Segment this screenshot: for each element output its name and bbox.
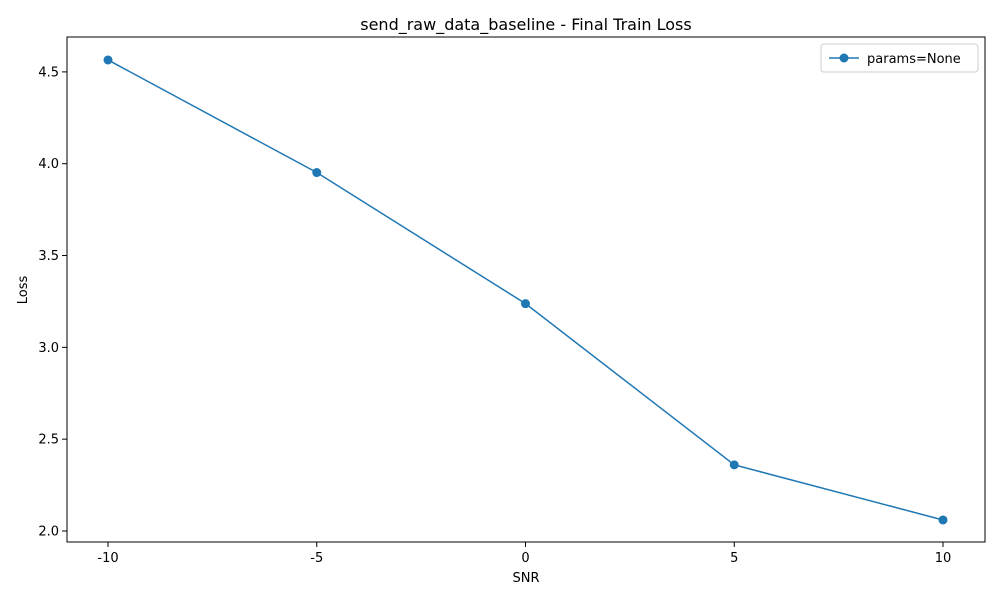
- x-axis-ticks: -10 -5 0 5 10: [97, 542, 951, 566]
- data-point: [729, 460, 739, 470]
- data-point: [521, 299, 530, 309]
- x-tick-label: -5: [310, 551, 323, 566]
- x-tick-label: 10: [935, 551, 952, 566]
- y-axis-label: Loss: [16, 276, 31, 305]
- y-tick-label: 3.5: [38, 249, 59, 264]
- x-tick-label: -10: [97, 551, 118, 566]
- series-layer: [103, 55, 948, 525]
- data-point: [103, 55, 113, 65]
- legend: params=None: [820, 43, 979, 73]
- legend-box: [820, 43, 979, 73]
- x-tick-label: 0: [521, 551, 529, 566]
- y-tick-label: 4.0: [38, 157, 59, 172]
- legend-marker-swatch: [839, 53, 849, 63]
- y-tick-label: 2.0: [38, 524, 59, 539]
- legend-label: params=None: [867, 52, 961, 67]
- y-tick-label: 4.5: [38, 65, 59, 80]
- data-point: [938, 515, 948, 525]
- data-point: [312, 168, 322, 178]
- y-tick-label: 3.0: [38, 341, 59, 356]
- y-tick-label: 2.5: [38, 433, 59, 448]
- x-axis-label: SNR: [512, 571, 539, 586]
- x-tick-label: 5: [730, 551, 738, 566]
- y-axis-ticks: 2.0 2.5 3.0 3.5 4.0 4.5: [38, 65, 67, 539]
- chart-title: send_raw_data_baseline - Final Train Los…: [360, 15, 691, 35]
